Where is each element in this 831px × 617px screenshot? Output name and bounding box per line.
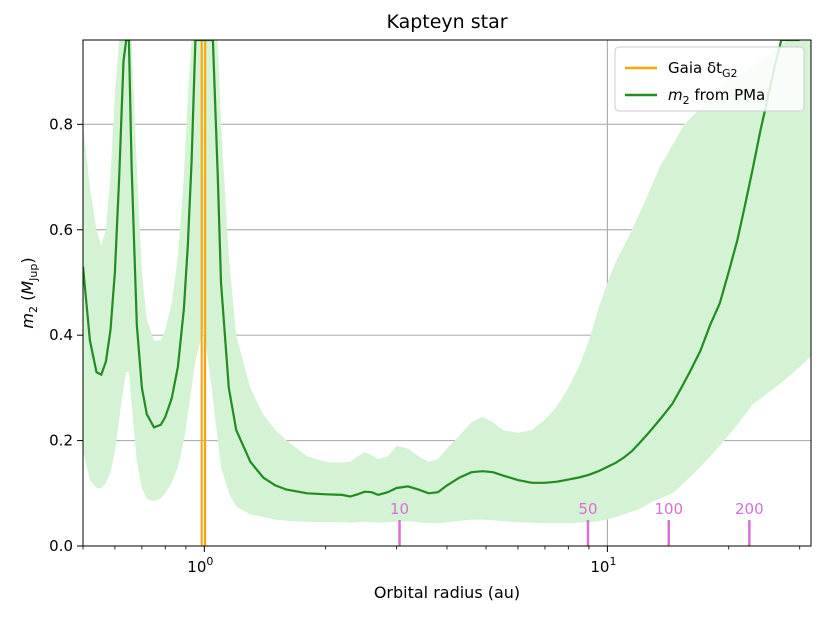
x-axis-label: Orbital radius (au) bbox=[374, 583, 520, 602]
gaia-lines bbox=[200, 40, 207, 546]
legend-box bbox=[614, 46, 805, 112]
y-tick-label: 0.0 bbox=[49, 537, 73, 555]
legend-label: Gaia δtG2 bbox=[668, 59, 738, 80]
series-line-m2-from-pma bbox=[83, 40, 800, 498]
legend: Gaia δtG2 m2 from PMa bbox=[614, 46, 805, 112]
x-axis-ticks: 100 101 bbox=[82, 546, 801, 576]
y-tick-label: 0.4 bbox=[49, 326, 73, 344]
legend-label: m2 from PMa bbox=[668, 86, 765, 107]
plot-content bbox=[83, 40, 811, 546]
y-axis-label: m2 (MJup) bbox=[18, 257, 40, 328]
period-marker-label: 200 bbox=[735, 500, 764, 518]
period-markers: 10 50 100 200 bbox=[390, 500, 764, 546]
chart-title: Kapteyn star bbox=[386, 11, 507, 33]
x-tick-label: 101 bbox=[590, 555, 616, 576]
y-tick-label: 0.2 bbox=[49, 432, 73, 450]
x-tick-label: 100 bbox=[187, 555, 213, 576]
period-marker-label: 50 bbox=[578, 500, 597, 518]
period-marker-label: 10 bbox=[390, 500, 409, 518]
uncertainty-band bbox=[83, 40, 811, 524]
y-axis-ticks: 0.0 0.2 0.4 0.6 0.8 bbox=[49, 115, 83, 555]
period-marker-label: 100 bbox=[654, 500, 683, 518]
y-tick-label: 0.6 bbox=[49, 221, 73, 239]
y-tick-label: 0.8 bbox=[49, 115, 73, 133]
